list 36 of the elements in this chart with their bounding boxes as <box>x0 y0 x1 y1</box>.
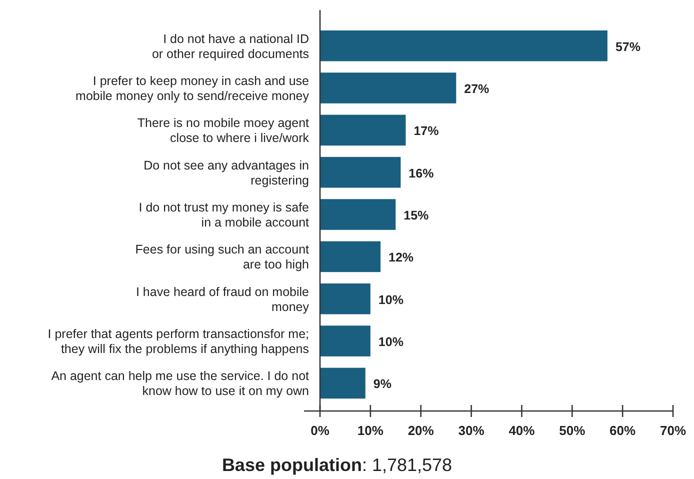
bar <box>320 326 370 356</box>
bar <box>320 283 370 314</box>
bar <box>320 199 396 230</box>
text: Base population: 1,781,578 <box>222 455 452 475</box>
bar <box>320 368 366 399</box>
data-label: 57% <box>615 40 640 54</box>
x-tick-label: 0% <box>310 423 330 438</box>
bar <box>320 156 401 188</box>
data-label: 10% <box>378 335 404 350</box>
data-label: 12% <box>388 250 414 265</box>
bar <box>320 72 456 104</box>
bar <box>320 241 381 272</box>
x-tick-label: 70% <box>660 423 686 438</box>
x-tick-label: 40% <box>508 423 536 438</box>
data-label: 16% <box>408 166 434 180</box>
y-tick-label: I prefer that agents perform transactionsfor me; they will fix the problems if anything happens <box>48 327 309 356</box>
data-label: 10% <box>378 292 404 307</box>
bar <box>320 30 608 62</box>
data-label: 9% <box>373 377 392 392</box>
y-tick-label: I do not trust my money is safe in a mobile account <box>138 200 310 230</box>
data-label: 27% <box>464 82 490 96</box>
y-tick-label: An agent can help me use the service. I do not know how to use it on my own <box>51 369 310 398</box>
y-tick-label: I prefer to keep money in cash and use mobile money only to send/receive money <box>76 74 310 103</box>
bar <box>320 114 406 146</box>
x-tick-label: 10% <box>357 423 384 438</box>
x-tick-label: 30% <box>458 423 485 438</box>
x-tick-label: 20% <box>408 423 434 438</box>
data-label: 17% <box>414 124 439 138</box>
data-label: 15% <box>404 208 429 222</box>
y-tick-label: I have heard of fraud on mobile money <box>136 284 310 314</box>
y-tick-label: Fees for using such an account are too high <box>135 242 310 272</box>
y-tick-label: There is no mobile moey agent close to where i live/work <box>137 116 310 146</box>
y-tick-label: I do not have a national ID or other required documents <box>152 32 309 61</box>
x-tick-label: 50% <box>559 423 586 438</box>
y-tick-label: Do not see any advantages in registering <box>144 158 310 188</box>
x-tick-label: 60% <box>610 423 636 438</box>
